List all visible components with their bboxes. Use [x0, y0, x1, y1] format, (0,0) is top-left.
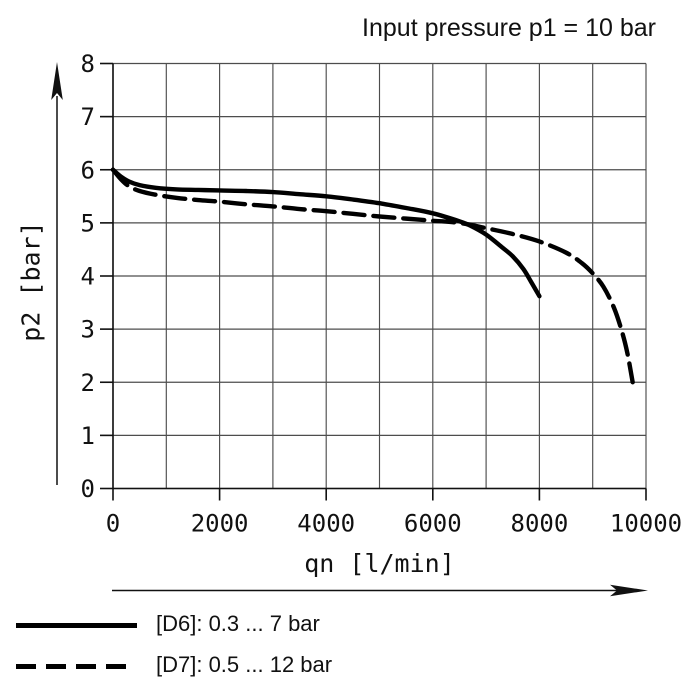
x-tick-label: 2000 [191, 510, 249, 538]
curve-d7 [110, 167, 635, 385]
axis-arrows [51, 62, 648, 597]
x-tick-label: 0 [106, 510, 120, 538]
y-tick-labels: 0 1 2 3 4 5 6 7 8 [81, 50, 95, 503]
y-axis-label: p2 [bar] [16, 221, 46, 342]
x-tick-label: 10000 [610, 510, 682, 538]
y-tick-label: 2 [81, 369, 95, 397]
legend-label-d6: [D6]: 0.3 ... 7 bar [156, 611, 320, 636]
gridlines [112, 62, 647, 490]
y-axis-arrow-head [51, 62, 63, 100]
y-tick-label: 5 [81, 209, 95, 237]
y-tick-label: 8 [81, 50, 95, 78]
x-axis-arrow-head [610, 584, 648, 597]
y-tick-label: 0 [81, 475, 95, 503]
chart-title: Input pressure p1 = 10 bar [362, 14, 656, 42]
y-tick-label: 3 [81, 316, 95, 344]
curve-d6 [110, 167, 542, 299]
x-tick-label: 6000 [404, 510, 462, 538]
x-tick-label: 8000 [511, 510, 569, 538]
y-tick-label: 1 [81, 422, 95, 450]
dashed-line-sample [16, 664, 126, 669]
solid-line-sample [16, 623, 137, 628]
tick-marks [100, 62, 647, 501]
y-tick-label: 7 [81, 103, 95, 131]
x-axis-label: qn [l/min] [304, 549, 455, 578]
y-tick-label: 4 [81, 263, 95, 291]
legend-label-d7: [D7]: 0.5 ... 12 bar [156, 652, 333, 677]
x-tick-labels: 0 2000 4000 6000 8000 10000 [106, 510, 682, 538]
x-tick-label: 4000 [297, 510, 355, 538]
y-tick-label: 6 [81, 156, 95, 184]
